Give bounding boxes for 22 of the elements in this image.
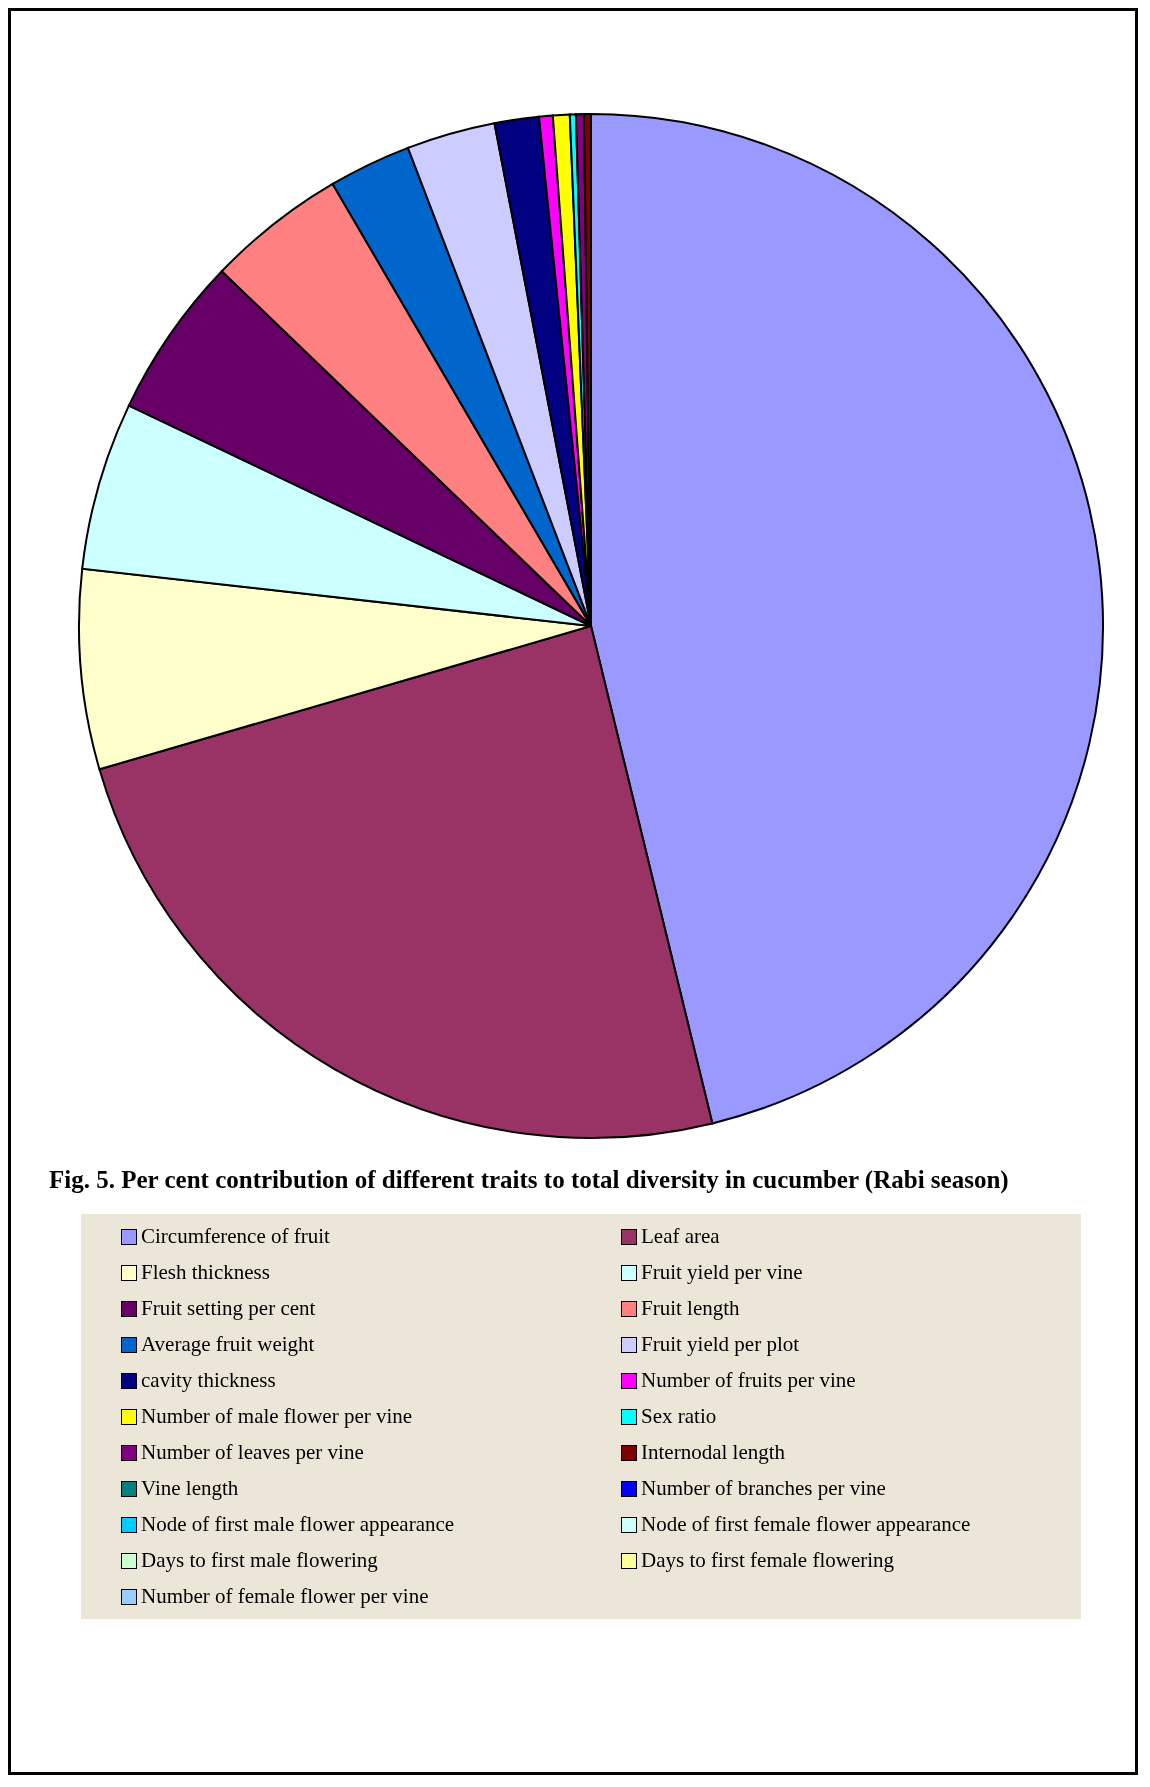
legend-label: Internodal length — [641, 1440, 786, 1465]
legend-label: Fruit yield per plot — [641, 1332, 800, 1357]
legend-label: Sex ratio — [641, 1404, 717, 1429]
legend-label: Days to first male flowering — [141, 1548, 378, 1573]
legend-label: Flesh thickness — [141, 1260, 270, 1285]
legend-label: Node of first female flower appearance — [641, 1512, 971, 1537]
legend-label: Number of leaves per vine — [141, 1440, 364, 1465]
legend-label: Fruit length — [641, 1296, 740, 1321]
legend-label: Average fruit weight — [141, 1332, 315, 1357]
legend-label: Leaf area — [641, 1224, 720, 1249]
legend-label: Circumference of fruit — [141, 1224, 330, 1249]
legend-label: Fruit yield per vine — [641, 1260, 803, 1285]
legend-label: Vine length — [141, 1476, 239, 1501]
legend-label: cavity thickness — [141, 1368, 276, 1393]
text: Fig. 5. Per cent contribution of different traits to total diversity in cucumber (Rabi season) — [49, 1166, 1010, 1194]
legend-label: Number of female flower per vine — [141, 1584, 429, 1609]
legend-label: Days to first female flowering — [641, 1548, 895, 1573]
legend-label: Number of fruits per vine — [641, 1368, 856, 1393]
legend-label: Fruit setting per cent — [141, 1296, 316, 1321]
legend-label: Number of branches per vine — [641, 1476, 886, 1501]
legend-label: Number of male flower per vine — [141, 1404, 413, 1429]
legend-label: Node of first male flower appearance — [141, 1512, 455, 1537]
